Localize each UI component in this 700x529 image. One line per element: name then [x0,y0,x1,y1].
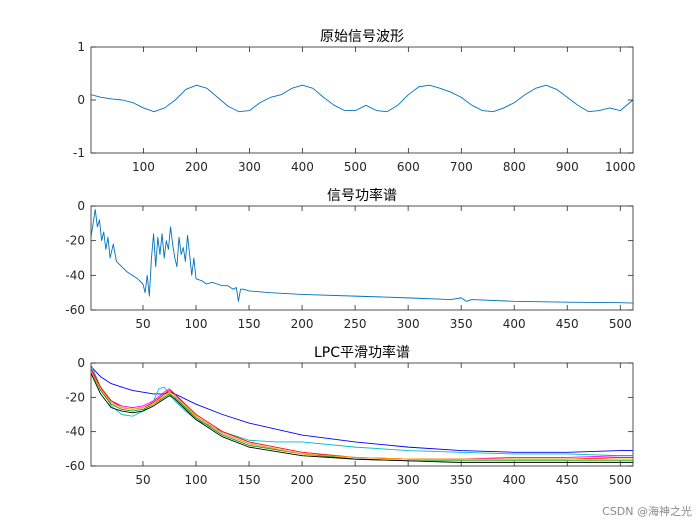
chart-title: 信号功率谱 [327,187,397,204]
y-tick-label: -40 [65,268,85,282]
x-tick-label: 300 [397,317,420,331]
y-tick-label: -60 [65,303,85,317]
y-tick-label: -60 [65,459,85,473]
watermark: CSDN @海神之光 [602,505,692,518]
y-tick-label: 0 [77,93,85,107]
x-tick-label: 150 [238,317,261,331]
x-tick-label: 500 [344,160,367,174]
x-tick-label: 100 [185,317,208,331]
x-tick-label: 250 [344,317,367,331]
y-tick-label: 0 [77,199,85,213]
y-tick-label: -40 [65,425,85,439]
subplot-1: 100 200 300 400 500 600 700 800 900 1000 -1 0 1 原始信号波… [73,29,636,174]
y-tick-label: -20 [65,234,85,248]
x-tick-label: 500 [609,473,632,487]
subplot-2: 50 100 150 200 250 300 350 400 450 500 0 -20 -40 -60 信… [65,187,634,331]
x-tick-label: 450 [556,317,579,331]
y-tick-label: 1 [77,40,85,54]
x-tick-label: 350 [450,473,473,487]
y-tick-label: 0 [77,356,85,370]
x-tick-label: 500 [609,317,632,331]
series-line-7 [91,371,633,460]
x-tick-label: 150 [238,473,261,487]
series-line-5 [91,371,633,462]
x-tick-label: 200 [291,473,314,487]
x-tick-label: 50 [135,473,150,487]
x-tick-label: 250 [344,473,367,487]
x-tick-label: 400 [503,317,526,331]
series-line-2 [91,364,633,457]
series-line-1 [91,84,633,113]
x-tick-label: 1000 [605,160,636,174]
x-tick-label: 900 [556,160,579,174]
series-line-1 [91,209,633,304]
y-tick-label: -20 [65,390,85,404]
x-tick-label: 300 [397,473,420,487]
x-tick-label: 300 [238,160,261,174]
x-tick-label: 450 [556,473,579,487]
series-line-1 [91,366,633,453]
axes-box [90,205,634,311]
x-tick-label: 50 [135,317,150,331]
x-tick-label: 200 [291,317,314,331]
axes-box [90,46,634,154]
x-tick-label: 200 [185,160,208,174]
x-tick-label: 400 [291,160,314,174]
y-tick-label: -1 [73,146,85,160]
chart-title: LPC平滑功率谱 [314,344,410,361]
x-tick-label: 600 [397,160,420,174]
x-tick-label: 100 [185,473,208,487]
chart-title: 原始信号波形 [320,29,404,45]
x-tick-label: 400 [503,473,526,487]
x-tick-label: 800 [503,160,526,174]
series-line-6 [91,373,633,464]
axes-box [90,362,634,467]
subplot-3: 50 100 150 200 250 300 350 400 450 500 0 -20 -40 -60 L… [65,344,634,487]
x-tick-label: 700 [450,160,473,174]
x-tick-label: 100 [132,160,155,174]
x-tick-label: 350 [450,317,473,331]
